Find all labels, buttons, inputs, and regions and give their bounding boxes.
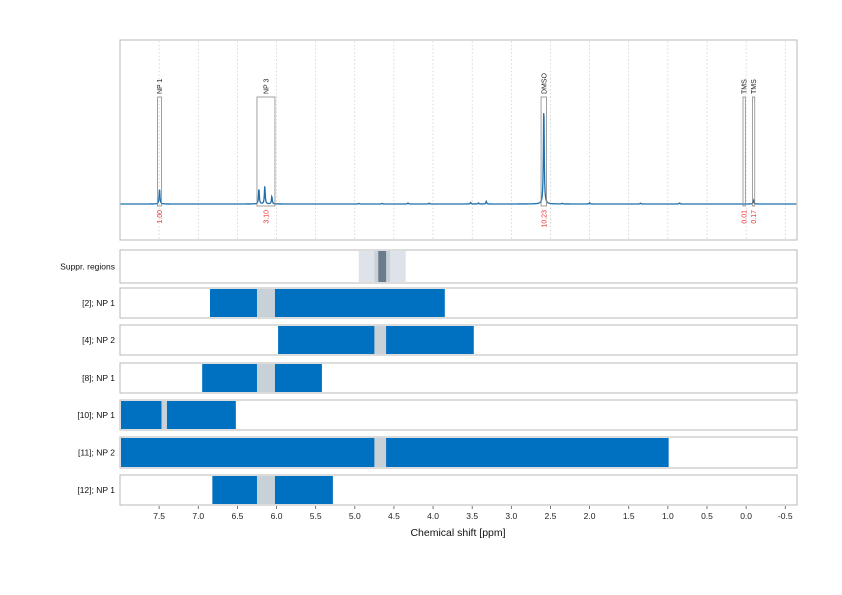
integral-label-dmso-2: 10.23 xyxy=(541,210,548,228)
x-tick-label-4: 5.5 xyxy=(310,511,322,521)
x-tick-label-5: 5.0 xyxy=(349,511,361,521)
row-label-0: Suppr. regions xyxy=(60,262,115,272)
peak-label-tms-3: TMS xyxy=(742,79,749,94)
row-frame-4 xyxy=(119,399,798,431)
integral-label-np-1-0: 1.00 xyxy=(157,210,164,224)
bucket-band-5-0 xyxy=(121,438,669,467)
x-tick-label-16: -0.5 xyxy=(778,511,793,521)
x-tick-label-14: 0.5 xyxy=(701,511,713,521)
bucket-band-1-0 xyxy=(210,289,445,317)
peak-box-tms-3 xyxy=(742,96,746,207)
row-label-1: [2]; NP 1 xyxy=(82,298,115,308)
peak-box-dmso-2 xyxy=(540,96,547,207)
peak-label-tms-4: TMS xyxy=(751,79,758,94)
row-frame-2 xyxy=(119,324,798,356)
excluded-gap-5-0 xyxy=(374,438,387,467)
x-axis: 7.5 7.0 6.5 6.0 5.5 5.0 4.5 4.0 3.5 3.0 2.5 2.0 1.5 1… xyxy=(153,506,793,521)
spectrum-frame xyxy=(119,39,798,241)
row-0: Suppr. regions xyxy=(60,249,798,284)
x-tick-label-13: 1.0 xyxy=(662,511,674,521)
row-6: [12]; NP 1 xyxy=(77,474,798,506)
spectrum-panel: NP 1 1.00 NP 3 3.10 DMSO 10.23 TMS 0.01 TMS 0.17 xyxy=(119,39,798,241)
excluded-gap-3-0 xyxy=(256,364,275,392)
peak-box-tms-4 xyxy=(751,96,756,207)
excluded-gap-4-0 xyxy=(161,401,167,429)
integral-label-tms-4: 0.17 xyxy=(751,210,758,224)
x-tick-label-9: 3.0 xyxy=(505,511,517,521)
row-label-5: [11]; NP 2 xyxy=(78,448,115,458)
row-5: [11]; NP 2 xyxy=(78,436,798,469)
x-tick-label-3: 6.0 xyxy=(271,511,283,521)
row-frame-5 xyxy=(119,436,798,469)
row-label-2: [4]; NP 2 xyxy=(82,335,115,345)
row-4: [10]; NP 1 xyxy=(77,399,798,431)
excluded-gap-2-0 xyxy=(374,326,387,354)
row-3: [8]; NP 1 xyxy=(82,362,798,394)
peak-label-dmso-2: DMSO xyxy=(541,72,548,94)
row-label-3: [8]; NP 1 xyxy=(82,373,115,383)
row-2: [4]; NP 2 xyxy=(82,324,798,356)
bucket-rows-panel: Suppr. regions [2]; NP 1 [4]; NP 2 [8]; NP … xyxy=(60,249,798,506)
bucket-band-4-0 xyxy=(121,401,236,429)
x-tick-label-0: 7.5 xyxy=(153,511,165,521)
peak-box-np-3-1 xyxy=(256,96,276,207)
row-label-4: [10]; NP 1 xyxy=(77,410,115,420)
x-tick-label-10: 2.5 xyxy=(545,511,557,521)
x-tick-label-11: 2.0 xyxy=(584,511,596,521)
suppression-core xyxy=(378,251,387,282)
x-tick-label-1: 7.0 xyxy=(192,511,204,521)
x-tick-label-6: 4.5 xyxy=(388,511,400,521)
x-tick-label-2: 6.5 xyxy=(231,511,243,521)
x-tick-label-8: 3.5 xyxy=(466,511,478,521)
x-tick-label-15: 0.0 xyxy=(740,511,752,521)
x-tick-label-12: 1.5 xyxy=(623,511,635,521)
peak-box-np-1-0 xyxy=(157,96,162,207)
integral-label-np-3-1: 3.10 xyxy=(263,210,270,224)
x-tick-label-7: 4.0 xyxy=(427,511,439,521)
row-frame-0 xyxy=(119,249,798,284)
row-1: [2]; NP 1 xyxy=(82,287,798,319)
excluded-gap-1-0 xyxy=(256,289,275,317)
row-frame-1 xyxy=(119,287,798,319)
peak-label-np-3-1: NP 3 xyxy=(263,78,270,94)
row-frame-3 xyxy=(119,362,798,394)
spectrum-trace xyxy=(120,113,797,205)
peak-label-np-1-0: NP 1 xyxy=(157,78,164,94)
x-axis-title: Chemical shift [ppm] xyxy=(410,527,505,539)
integral-label-tms-3: 0.01 xyxy=(742,210,749,224)
row-frame-6 xyxy=(119,474,798,506)
excluded-gap-6-0 xyxy=(256,476,275,504)
row-label-6: [12]; NP 1 xyxy=(77,485,115,495)
